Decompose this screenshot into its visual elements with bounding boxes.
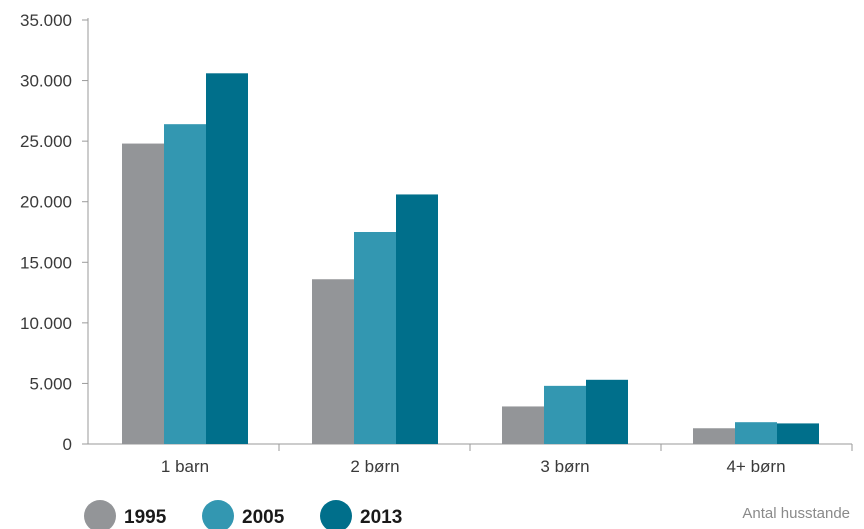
x-category-label: 4+ børn (726, 457, 785, 476)
legend-swatch-1995 (84, 500, 116, 529)
y-tick-label: 10.000 (20, 314, 72, 333)
bar-1995-3 (502, 406, 544, 444)
bar-2013-1 (206, 73, 248, 444)
chart-bars (122, 73, 819, 444)
bar-1995-2 (312, 279, 354, 444)
y-tick-label: 0 (63, 435, 72, 454)
x-category-label: 1 barn (161, 457, 209, 476)
bar-2005-1 (164, 124, 206, 444)
y-tick-label: 20.000 (20, 193, 72, 212)
bar-2005-3 (544, 385, 586, 444)
chart-legend: 1995 2005 2013 (84, 500, 402, 529)
y-tick-label: 30.000 (20, 72, 72, 91)
legend-swatch-2013 (320, 500, 352, 529)
bar-2013-3 (586, 379, 628, 444)
y-tick-label: 25.000 (20, 132, 72, 151)
y-axis-ticks: 0 5.000 10.000 15.000 20.000 25.000 30.000 35.0… (20, 11, 88, 454)
x-category-label: 2 børn (350, 457, 399, 476)
y-tick-label: 15.000 (20, 253, 72, 272)
legend-label-2005: 2005 (242, 507, 285, 528)
legend-label-1995: 1995 (124, 507, 167, 528)
y-tick-label: 5.000 (29, 374, 72, 393)
bar-1995-4 (693, 428, 735, 444)
bar-1995-1 (122, 143, 164, 444)
y-axis-label: Antal husstande (742, 505, 850, 522)
bar-2013-2 (396, 194, 438, 444)
bar-2005-2 (354, 232, 396, 444)
x-axis-categories: 1 barn 2 børn 3 børn 4+ børn (161, 444, 853, 476)
legend-swatch-2005 (202, 500, 234, 529)
legend-label-2013: 2013 (360, 507, 402, 528)
bar-2013-4 (777, 423, 819, 444)
y-tick-label: 35.000 (20, 11, 72, 30)
bar-2005-4 (735, 422, 777, 444)
x-category-label: 3 børn (540, 457, 589, 476)
